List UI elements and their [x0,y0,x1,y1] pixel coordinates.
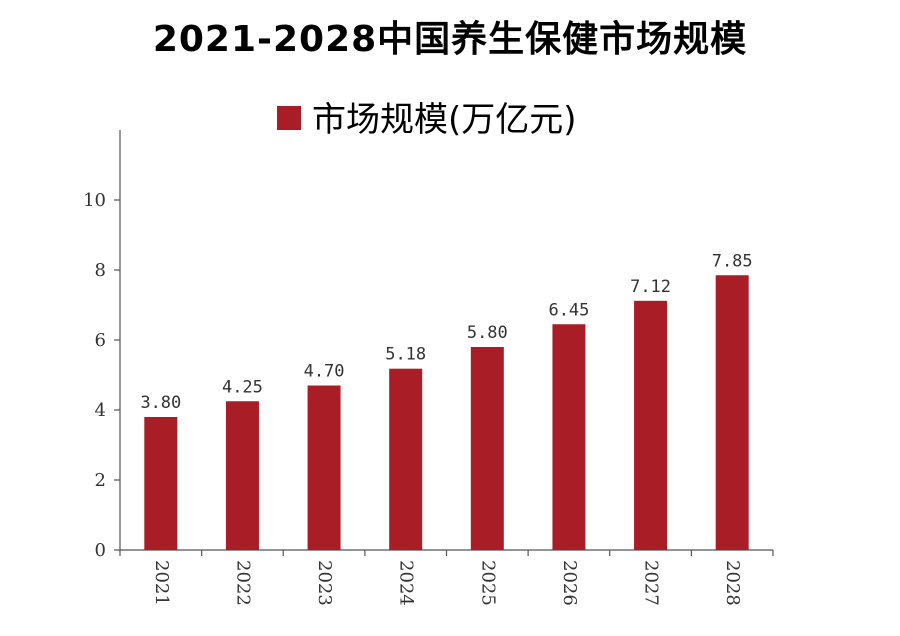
x-tick-label: 2022 [232,560,253,606]
data-label: 5.80 [467,323,508,343]
x-tick-label: 2024 [396,560,417,606]
y-axis: 0 2 4 6 8 10 [83,130,121,561]
legend-swatch [277,106,301,130]
bar [634,300,668,550]
y-tick-label: 6 [95,330,106,351]
legend: 市场规模(万亿元) [277,100,577,140]
bar [144,417,178,550]
data-labels: 3.80 4.25 4.70 5.18 5.80 6.45 7.12 7.85 [140,251,752,413]
y-tick-label: 10 [83,190,106,211]
x-axis: 2021 2022 2023 2024 2025 2026 2027 2028 [119,549,774,606]
data-label: 5.18 [385,345,426,365]
x-tick-label: 2021 [151,560,172,606]
y-tick-label: 4 [95,400,106,421]
bar [715,275,749,550]
chart-title: 2021-2028中国养生保健市场规模 [152,19,748,60]
legend-label: 市场规模(万亿元) [312,100,577,140]
y-tick-label: 0 [95,540,106,561]
bars [144,275,749,550]
x-tick-label: 2023 [314,560,335,606]
data-label: 7.12 [630,277,671,297]
bar [389,368,423,550]
bar [552,324,586,550]
bar [470,347,504,550]
data-label: 6.45 [548,300,589,320]
x-tick-label: 2027 [641,560,662,606]
y-tick-label: 8 [95,260,106,281]
bar [307,385,341,550]
x-tick-label: 2028 [722,560,743,606]
y-tick-label: 2 [95,470,106,491]
x-tick-label: 2025 [477,560,498,606]
data-label: 4.70 [304,362,345,382]
data-label: 4.25 [222,377,263,397]
x-tick-label: 2026 [559,560,580,606]
data-label: 7.85 [712,251,753,271]
bar [225,401,259,550]
data-label: 3.80 [140,393,181,413]
